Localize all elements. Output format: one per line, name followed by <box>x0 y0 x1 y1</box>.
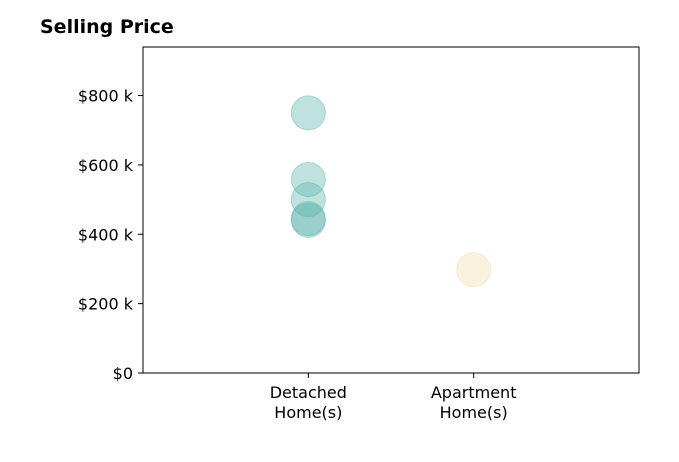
y-axis: $0 $200 k $400 k $600 k $800 k <box>78 87 143 383</box>
data-point <box>456 252 492 288</box>
y-tick-label: $600 k <box>78 156 134 175</box>
y-tick-label: $200 k <box>78 295 134 314</box>
data-point <box>290 201 326 237</box>
y-tick-label: $800 k <box>78 87 134 106</box>
y-tick-label: $0 <box>113 364 133 383</box>
plot-frame <box>142 46 640 374</box>
x-tick-label: Apartment Home(s) <box>431 383 517 422</box>
data-points <box>290 95 492 288</box>
data-point <box>290 182 326 218</box>
data-point <box>290 202 326 238</box>
x-axis: Detached Home(s) Apartment Home(s) <box>270 373 517 422</box>
x-tick-label: Detached Home(s) <box>270 383 347 422</box>
data-point <box>290 161 326 197</box>
chart-title: Selling Price <box>40 16 174 38</box>
y-tick-label: $400 k <box>78 225 134 244</box>
data-point <box>290 95 326 131</box>
